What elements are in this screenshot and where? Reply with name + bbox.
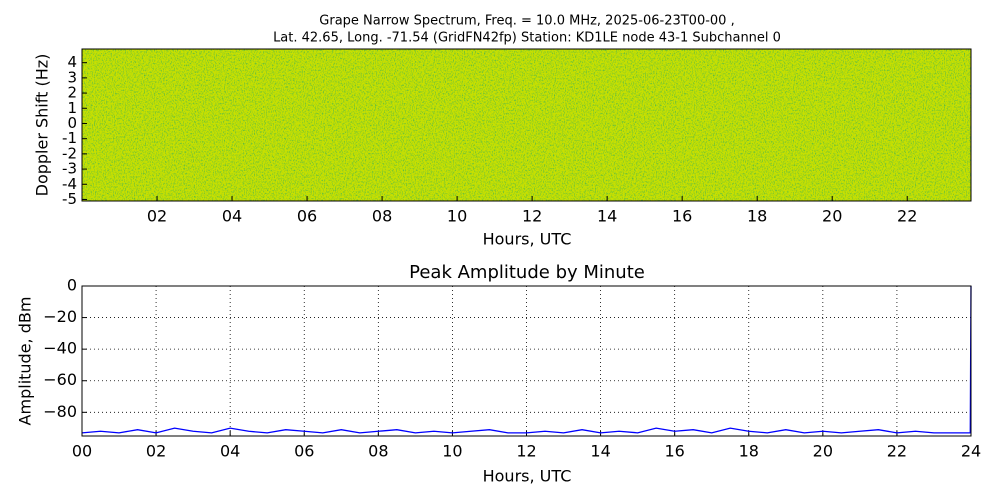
y-tick-label: 3 — [67, 68, 77, 86]
chart-title: Grape Narrow Spectrum, Freq. = 10.0 MHz,… — [319, 14, 734, 29]
y-axis-label: Amplitude, dBm — [16, 297, 35, 426]
y-tick-label: −20 — [43, 307, 77, 326]
x-tick-label: 12 — [522, 207, 542, 226]
x-tick-label: 22 — [897, 207, 917, 226]
x-tick-label: 08 — [372, 207, 392, 226]
y-tick-label: -2 — [62, 144, 77, 162]
x-tick-label: 02 — [147, 207, 167, 226]
y-tick-label: -1 — [62, 129, 77, 147]
y-tick-label: 0 — [67, 276, 77, 295]
x-tick-label: 08 — [368, 442, 388, 461]
x-axis-label: Hours, UTC — [483, 230, 572, 249]
y-tick-label: 2 — [67, 84, 77, 102]
x-tick-label: 14 — [590, 442, 610, 461]
x-tick-label: 02 — [146, 442, 166, 461]
y-tick-label: −80 — [43, 402, 77, 421]
x-tick-label: 16 — [664, 442, 684, 461]
data-line — [81, 285, 972, 434]
x-axis-label: Hours, UTC — [483, 467, 572, 486]
y-tick-label: 1 — [67, 99, 77, 117]
x-tick-label: 14 — [597, 207, 617, 226]
y-tick-label: -5 — [62, 190, 77, 208]
y-tick-label: −60 — [43, 370, 77, 389]
x-tick-label: 18 — [747, 207, 767, 226]
y-tick-label: 0 — [67, 114, 77, 132]
x-tick-label: 06 — [297, 207, 317, 226]
x-tick-label: 20 — [822, 207, 842, 226]
plot-frame — [81, 285, 972, 437]
x-tick-label: 10 — [447, 207, 467, 226]
y-tick-label: −40 — [43, 339, 77, 358]
x-tick-label: 12 — [516, 442, 536, 461]
x-tick-label: 18 — [739, 442, 759, 461]
chart-subtitle: Lat. 42.65, Long. -71.54 (GridFN42fp) St… — [273, 31, 781, 46]
plot-frame — [81, 48, 972, 202]
x-tick-label: 04 — [222, 207, 242, 226]
spectrogram-texture — [82, 49, 971, 201]
x-tick-label: 20 — [813, 442, 833, 461]
y-axis-label: Doppler Shift (Hz) — [33, 54, 52, 197]
x-tick-label: 16 — [672, 207, 692, 226]
x-tick-label: 04 — [220, 442, 240, 461]
y-tick-label: 4 — [67, 53, 77, 71]
x-tick-label: 22 — [887, 442, 907, 461]
y-tick-label: -3 — [62, 160, 77, 178]
x-tick-label: 24 — [961, 442, 981, 461]
chart-title: Peak Amplitude by Minute — [409, 262, 645, 283]
y-tick-label: -4 — [62, 175, 77, 193]
x-tick-label: 06 — [294, 442, 314, 461]
x-tick-label: 10 — [442, 442, 462, 461]
x-tick-label: 00 — [72, 442, 92, 461]
